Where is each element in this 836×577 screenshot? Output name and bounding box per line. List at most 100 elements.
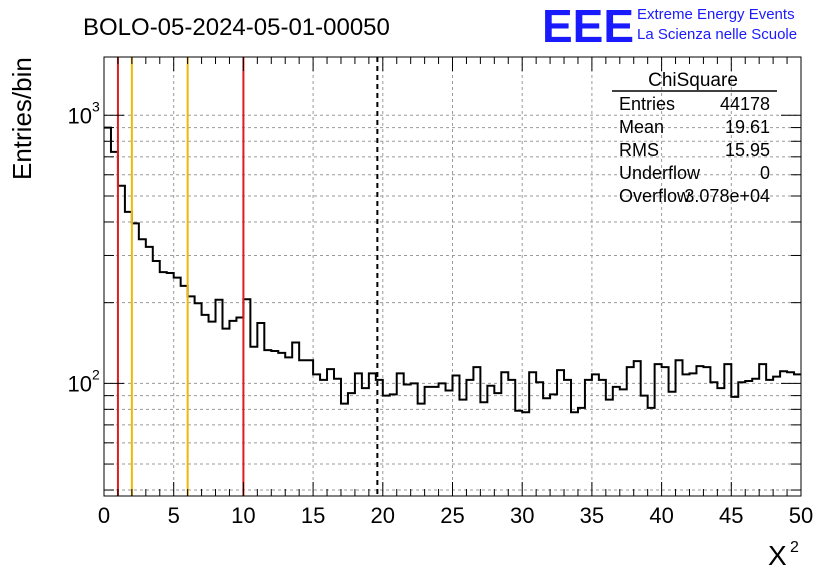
histogram-bin: [390, 394, 397, 496]
histogram-bin: [634, 361, 641, 496]
histogram-bin: [341, 404, 348, 496]
x-tick-label: 25: [440, 503, 464, 528]
stats-title: ChiSquare: [648, 70, 738, 91]
x-tick-label: 50: [789, 503, 813, 528]
plot-frame: [103, 56, 802, 497]
histogram-bin: [780, 371, 787, 496]
histogram-bin: [278, 353, 285, 496]
x-tick-label: 40: [649, 503, 673, 528]
y-tick-label: 10: [68, 371, 92, 396]
histogram-bin: [669, 392, 676, 496]
histogram-bin: [794, 374, 801, 496]
histogram-bin: [432, 387, 439, 496]
histogram-bin: [313, 374, 320, 496]
x-axis-label: X 2: [768, 539, 799, 571]
marker-lines: [116, 57, 379, 496]
x-tick-label: 20: [371, 503, 395, 528]
histogram-bin: [473, 367, 480, 496]
histogram-bin: [355, 373, 362, 496]
x-tick-label: 35: [580, 503, 604, 528]
histogram-bin: [111, 152, 118, 496]
histogram-bin: [229, 321, 236, 496]
histogram-bin: [480, 402, 487, 496]
x-tick-label: 30: [510, 503, 534, 528]
histogram-bin: [522, 412, 529, 496]
x-tick-label: 45: [719, 503, 743, 528]
histogram-bin: [787, 372, 794, 496]
histogram-bin: [271, 351, 278, 496]
histogram-bin: [599, 380, 606, 496]
histogram-bin: [508, 380, 515, 496]
histogram-bin: [494, 393, 501, 496]
logo-mark: EEE: [542, 0, 634, 52]
stats-row-label: RMS: [619, 140, 659, 160]
histogram-bin: [362, 388, 369, 496]
histogram-bin: [759, 364, 766, 496]
histogram-bin: [174, 278, 181, 496]
histogram-bin: [487, 386, 494, 496]
histogram-bin: [543, 398, 550, 496]
histogram-bin: [369, 373, 376, 496]
histogram-bin: [118, 186, 125, 496]
stats-row-value: 44178: [720, 94, 770, 114]
y-tick-label: 10: [68, 103, 92, 128]
y-tick-label-exponent: 2: [92, 366, 100, 382]
histogram-bin: [327, 369, 334, 496]
stats-row-label: Mean: [619, 117, 664, 137]
histogram-bin: [250, 347, 257, 496]
histogram-bin: [731, 397, 738, 496]
stats-row-label: Underflow: [619, 163, 701, 183]
histogram-bin: [655, 364, 662, 496]
stats-row-value: 19.61: [725, 117, 770, 137]
histogram-bin: [585, 380, 592, 496]
histogram-bin: [689, 373, 696, 496]
histogram-bin: [459, 400, 466, 496]
histogram-bin: [153, 261, 160, 496]
histogram-bin: [453, 375, 460, 496]
histogram-bin: [592, 374, 599, 496]
histogram-bin: [529, 372, 536, 496]
histogram-bin: [418, 404, 425, 496]
histogram-bin: [195, 303, 202, 496]
histogram-bin: [606, 400, 613, 496]
histogram-bars: [104, 126, 801, 496]
stats-row-label: Entries: [619, 94, 675, 114]
histogram-bin: [264, 350, 271, 496]
y-tick-label-exponent: 3: [92, 98, 100, 114]
histogram-bin: [104, 128, 111, 496]
histogram-bin: [167, 273, 174, 496]
histogram-bin: [383, 396, 390, 496]
histogram-bin: [404, 385, 411, 496]
histogram-bin: [446, 391, 453, 496]
histogram-bin: [717, 388, 724, 496]
histogram-bin: [222, 329, 229, 496]
histogram-bin: [139, 239, 146, 496]
histogram-bin: [132, 223, 139, 496]
histogram-bin: [571, 412, 578, 496]
stats-row-label: Overflow: [619, 186, 691, 206]
histogram-bin: [550, 394, 557, 496]
histogram-bin: [216, 300, 223, 496]
histogram-bin: [745, 381, 752, 496]
histogram-bin: [683, 374, 690, 496]
x-axis-label-sup: 2: [790, 539, 799, 556]
histogram-bin: [292, 343, 299, 496]
x-tick-label: 15: [301, 503, 325, 528]
histogram-bin: [738, 382, 745, 496]
histogram-bin: [766, 380, 773, 496]
histogram-bin: [627, 367, 634, 496]
histogram-bin: [578, 408, 585, 496]
logo-line-1: Extreme Energy Events: [637, 6, 795, 23]
histogram-bin: [320, 380, 327, 496]
histogram-bin: [299, 360, 306, 496]
histogram-bin: [334, 379, 341, 496]
histogram-outline: [104, 126, 801, 414]
histogram-bin: [773, 377, 780, 496]
stats-rows: Entries 44178 Mean 19.61 RMS 15.95 Underflow 0 O…: [619, 94, 770, 206]
histogram-bin: [501, 372, 508, 496]
histogram-bin: [236, 318, 243, 496]
histogram-bin: [243, 299, 250, 496]
y-axis-label: Entries/bin: [7, 57, 37, 180]
